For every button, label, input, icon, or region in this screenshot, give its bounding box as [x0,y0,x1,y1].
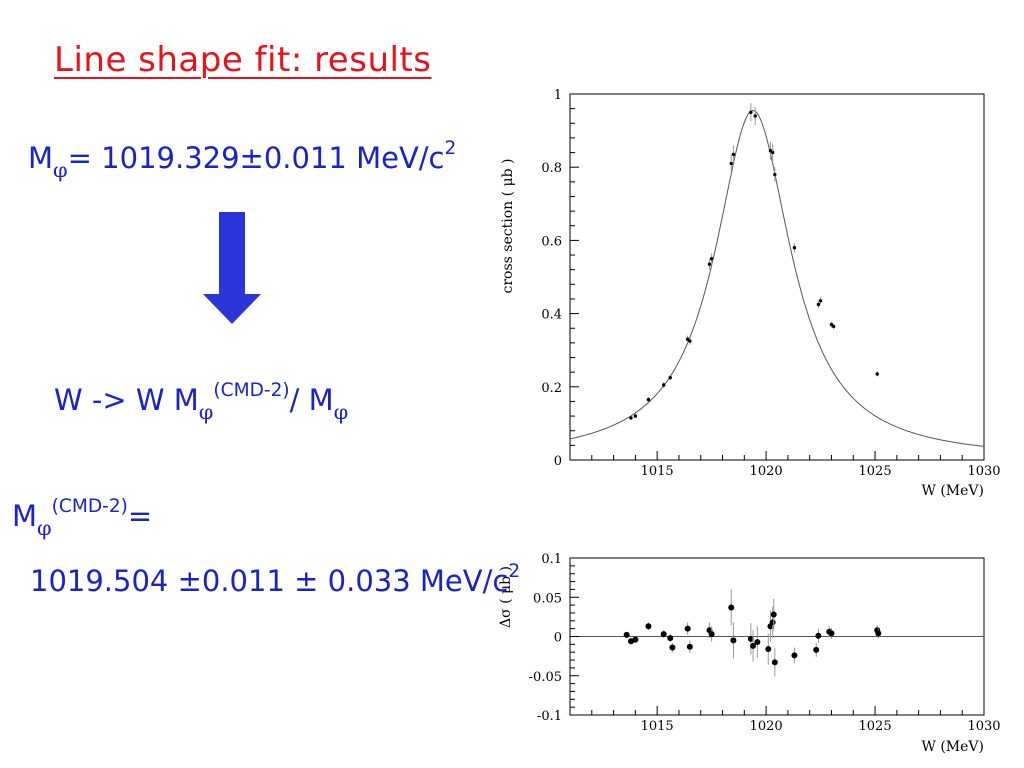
y-tick-label: -0.1 [537,709,562,724]
mass-value: = 1019.329±0.011 MeV/c [67,141,445,175]
x-tick-label: 1015 [641,464,674,479]
main-ticks: 1015 1020 1025 1030 0 0.2 0.4 0.6 0.8 1 [541,88,1000,479]
data-point [709,257,714,261]
power-superscript: 2 [508,561,521,582]
data-point [813,646,820,653]
plot-frame [569,93,985,461]
data-point [818,299,823,303]
data-point [754,638,761,645]
y-tick-label: 0.8 [541,161,562,176]
power-superscript: 2 [444,138,457,159]
residual-x-axis-label: W (MeV) [922,739,985,755]
data-point [633,414,638,418]
x-tick-label: 1015 [641,719,674,734]
data-point [791,652,798,659]
data-point [750,642,757,649]
phi-subscript: φ [198,400,214,424]
data-point [875,372,879,376]
y-tick-label: 0.4 [541,308,562,323]
data-point [765,646,772,653]
y-tick-label: 1 [554,88,562,103]
y-tick-label: -0.05 [529,670,562,685]
data-point [669,644,676,651]
x-tick-label: 1030 [967,719,1000,734]
main-axes [569,93,985,461]
data-point [623,631,630,638]
data-point [646,397,651,402]
y-tick-label: 0 [554,631,562,646]
x-tick-label: 1025 [859,719,892,734]
data-point [707,262,712,266]
data-point [770,150,775,155]
y-tick-label: 0.2 [541,381,562,396]
slide-title: Line shape fit: results [54,40,432,80]
phi-subscript: φ [333,400,349,424]
data-point [645,623,652,630]
data-point [831,324,836,329]
data-point [749,110,753,114]
x-tick-label: 1020 [750,464,783,479]
data-point [815,632,822,639]
residual-data-points [623,589,882,677]
y-tick-label: 0.1 [541,552,562,567]
main-x-axis-label: W (MeV) [922,483,985,499]
fit-curve [569,109,985,447]
cmd2-mass-value: 1019.504 ±0.011 ± 0.033 MeV/c2 [30,561,520,598]
cmd2-assign: = [127,499,153,533]
mass-symbol: M [28,141,54,175]
data-point [816,302,821,307]
data-point [747,635,754,642]
data-point [769,619,776,626]
cross-section-chart: 1015 1020 1025 1030 0 0.2 0.4 0.6 0.8 1 W (MeV) c… [500,88,1001,499]
data-point [629,416,633,420]
phi-subscript: φ [37,516,52,540]
data-point [660,631,667,638]
rescale-slash: / M [289,383,334,417]
data-point [792,246,797,250]
data-point [667,635,674,642]
x-tick-label: 1025 [859,464,892,479]
down-arrow-icon [203,212,261,328]
data-point [773,172,777,177]
data-point [668,375,672,380]
data-point [729,161,733,166]
residual-ticks: 1015 1020 1025 1030 -0.1 -0.05 0 0.05 0.1 [529,552,1001,734]
data-point [684,625,691,632]
residual-chart: 1015 1020 1025 1030 -0.1 -0.05 0 0.05 0.1 W (MeV… [498,552,1001,755]
residual-axes [569,557,985,716]
mass-symbol: M [12,499,38,533]
mass-equation: Mφ= 1019.329±0.011 MeV/c2 [28,138,456,182]
data-point [770,611,777,618]
main-data-points [629,103,879,421]
data-point [708,631,715,638]
data-point [875,630,882,637]
rescale-left: W -> W M [54,383,199,417]
data-point [828,630,835,637]
data-point [753,114,757,118]
cmd2-superscript: (CMD-2) [51,496,128,517]
data-point [728,604,735,611]
cmd2-superscript: (CMD-2) [213,380,290,401]
cmd2-mass-label: Mφ(CMD-2)= [12,496,152,540]
phi-subscript: φ [53,158,68,182]
main-y-axis-label: cross section ( μb ) [500,159,516,294]
x-tick-label: 1030 [967,464,1000,479]
data-point [688,339,692,343]
y-tick-label: 0 [554,454,562,469]
data-point [632,636,639,643]
data-point [661,383,666,387]
data-point [730,637,737,644]
data-point [731,152,736,157]
cmd2-value-text: 1019.504 ±0.011 ± 0.033 MeV/c [30,564,509,598]
data-point [686,643,693,650]
y-tick-label: 0.05 [533,591,562,606]
data-point [771,659,778,666]
residual-y-axis-label: Δσ ( μb ) [498,566,514,628]
rescale-equation: W -> W Mφ(CMD-2)/ Mφ [54,380,348,424]
x-tick-label: 1020 [750,719,783,734]
y-tick-label: 0.6 [541,234,562,249]
